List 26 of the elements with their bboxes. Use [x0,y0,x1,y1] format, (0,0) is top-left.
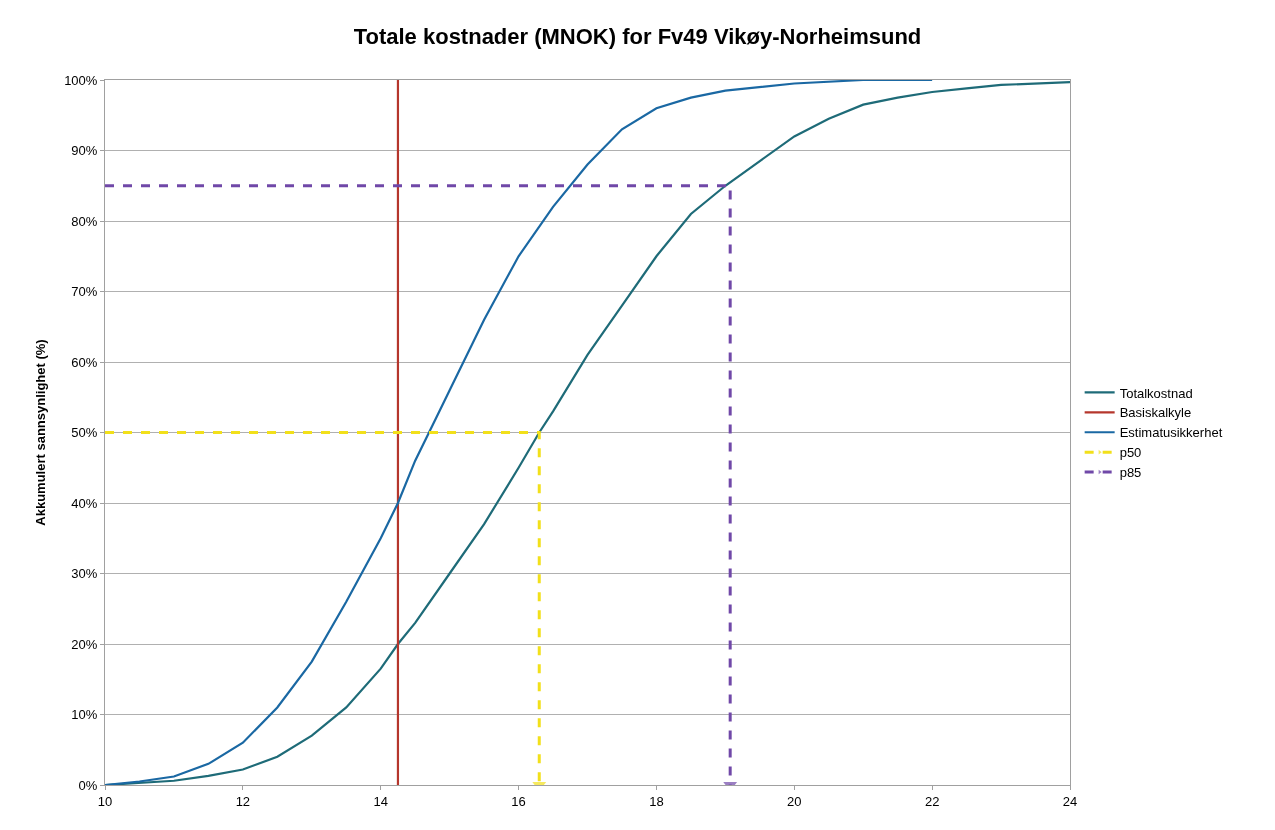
legend-label: p85 [1119,465,1142,481]
y-tick-label: 80% [71,213,98,229]
chart-title: Totale kostnader (MNOK) for Fv49 Vikøy-Norheimsund [353,24,922,50]
legend-label: Totalkostnad [1119,385,1193,401]
y-tick-label: 10% [71,707,98,723]
x-tick-label: 10 [97,793,113,809]
legend-label: p50 [1119,445,1142,461]
y-tick-label: 30% [71,566,98,582]
x-tick-label: 12 [235,793,251,809]
y-tick-label: 50% [71,425,98,441]
x-tick-label: 14 [373,793,388,809]
x-tick-label: 18 [649,793,664,809]
y-tick-label: 40% [71,495,98,511]
y-tick-label: 60% [71,354,98,370]
x-tick-label: 16 [511,793,526,809]
y-tick-label: 100% [64,72,98,88]
y-tick-label: 90% [71,143,98,159]
legend-label: Estimatusikkerhet [1119,425,1223,441]
y-tick-label: 70% [71,284,98,300]
y-tick-label: 0% [78,777,98,793]
x-tick-label: 22 [924,793,940,809]
y-axis-title: Akkumulert sannsynlighet (%) [33,339,49,526]
x-tick-label: 24 [1062,793,1078,809]
legend-label: Basiskalkyle [1119,405,1192,421]
y-tick-label: 20% [71,636,98,652]
x-tick-label: 20 [787,793,802,809]
